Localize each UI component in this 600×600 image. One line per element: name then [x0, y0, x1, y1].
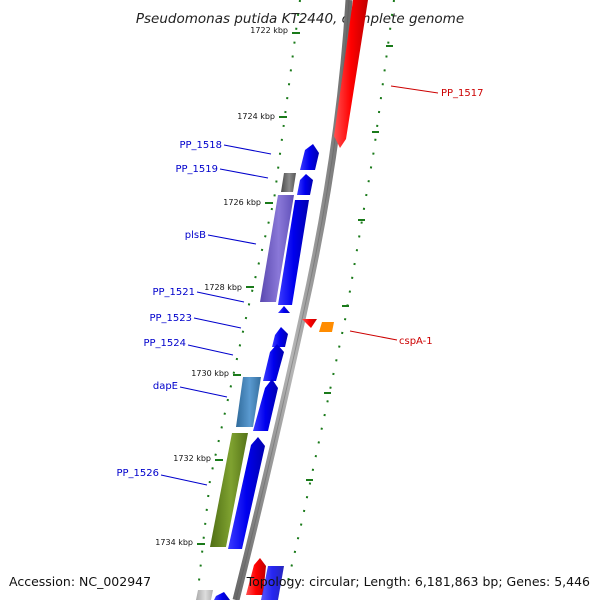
label-pp1519[interactable]: PP_1519 — [175, 164, 218, 175]
left-leader-lines — [160, 144, 272, 486]
tick-1726: 1726 kbp — [223, 198, 273, 207]
outer-ruler-track — [285, 0, 395, 591]
gene-bottom-blue[interactable] — [261, 566, 284, 600]
label-pp1524[interactable]: PP_1524 — [143, 338, 186, 349]
gene-cspa1[interactable] — [319, 322, 334, 332]
gene-plsb[interactable] — [260, 195, 294, 302]
gene-bottom-gray[interactable] — [196, 590, 213, 600]
label-cspa1[interactable]: cspA-1 — [399, 336, 433, 347]
tick-1722: 1722 kbp — [250, 26, 300, 35]
label-pp1526[interactable]: PP_1526 — [116, 468, 159, 479]
tick-label: 1734 kbp — [155, 538, 193, 547]
tick-label: 1724 kbp — [237, 112, 275, 121]
gene-dape-blue[interactable] — [253, 379, 278, 431]
tick-1730: 1730 kbp — [191, 369, 241, 378]
gene-pp1519[interactable] — [281, 173, 296, 192]
gene-pp1519-blue[interactable] — [297, 174, 313, 195]
gene-pp1517[interactable] — [334, 0, 368, 148]
label-pp1518[interactable]: PP_1518 — [179, 140, 222, 151]
gene-bottom-red[interactable] — [246, 558, 266, 595]
gene-pp1526-blue[interactable] — [228, 437, 265, 549]
gene-bottom-blue-2[interactable] — [214, 592, 230, 600]
tick-1732: 1732 kbp — [173, 454, 223, 463]
tick-label: 1732 kbp — [173, 454, 211, 463]
right-leader-lines — [349, 85, 439, 341]
tick-label: 1722 kbp — [250, 26, 288, 35]
outer-ticks — [306, 45, 393, 481]
tick-1734: 1734 kbp — [155, 538, 205, 547]
label-dape[interactable]: dapE — [153, 381, 178, 392]
gene-plsb-blue[interactable] — [278, 200, 309, 305]
tick-label: 1730 kbp — [191, 369, 229, 378]
tick-label: 1726 kbp — [223, 198, 261, 207]
label-pp1517[interactable]: PP_1517 — [441, 88, 484, 99]
tick-1724: 1724 kbp — [237, 112, 287, 121]
gene-dape[interactable] — [236, 377, 261, 427]
topology-text: Topology: circular; Length: 6,181,863 bp… — [246, 574, 590, 589]
gene-pp1523[interactable] — [272, 327, 288, 347]
accession-text: Accession: NC_002947 — [9, 574, 151, 589]
gene-pp1521[interactable] — [278, 306, 290, 313]
gene-pp1526[interactable] — [210, 433, 248, 547]
gene-pp1524[interactable] — [263, 344, 284, 381]
gene-cspa1-red[interactable] — [302, 319, 317, 328]
map-title: Pseudomonas putida KT2440, complete geno… — [136, 11, 464, 27]
label-plsb[interactable]: plsB — [185, 230, 206, 241]
tick-1728: 1728 kbp — [204, 283, 254, 292]
tick-label: 1728 kbp — [204, 283, 242, 292]
label-pp1521[interactable]: PP_1521 — [152, 287, 195, 298]
label-pp1523[interactable]: PP_1523 — [149, 313, 192, 324]
gene-pp1518[interactable] — [300, 144, 319, 170]
